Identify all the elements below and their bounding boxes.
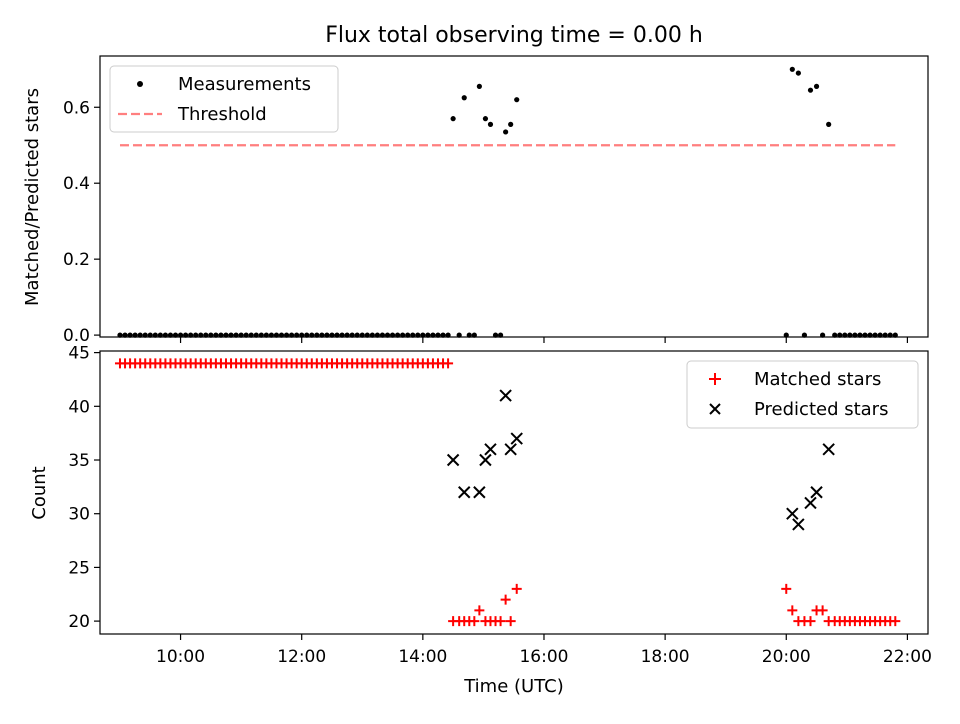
data-point [514, 97, 520, 103]
data-point [450, 116, 456, 122]
data-point [505, 616, 516, 627]
data-point [499, 389, 512, 402]
data-point [474, 605, 485, 616]
measurements-legend-label: Measurements [178, 74, 311, 95]
top-x-ticks [179, 337, 909, 343]
data-point [510, 432, 523, 445]
data-point [461, 95, 467, 101]
series-matched-stars [114, 358, 901, 627]
data-point [479, 453, 492, 467]
data-point [508, 121, 514, 127]
data-point [443, 358, 454, 369]
data-point [511, 583, 522, 594]
y-tick-label: 0.4 [63, 174, 90, 194]
predicted-stars-legend-label: Predicted stars [754, 399, 888, 420]
data-point [487, 121, 494, 127]
data-point [822, 443, 835, 456]
series-predicted-stars [446, 389, 835, 531]
data-point [813, 83, 820, 89]
bottom-axes-frame [99, 350, 929, 635]
data-point [469, 616, 480, 627]
y-tick-label: 40 [68, 397, 90, 417]
bottom-legend-box [686, 360, 919, 429]
data-point [805, 616, 816, 627]
data-point [810, 486, 823, 499]
top-panel: 0.0 0.2 0.4 0.6 Matched/Predicted stars Mea… [22, 55, 929, 346]
y-tick-label: 25 [68, 558, 90, 578]
data-point [781, 583, 792, 594]
bottom-y-axis-label: Count [29, 466, 50, 519]
x-tick-label: 10:00 [156, 647, 205, 667]
x-tick-label: 22:00 [883, 647, 932, 667]
data-point [789, 66, 795, 72]
measurements-legend-marker [137, 81, 143, 87]
data-point [807, 87, 814, 93]
bottom-legend: Matched stars Predicted stars [686, 360, 919, 429]
x-tick-label: 18:00 [641, 647, 690, 667]
y-tick-label: 0.6 [63, 98, 90, 118]
data-point [500, 594, 511, 605]
top-axes-frame [99, 55, 929, 338]
bottom-y-ticks: 20 25 30 35 40 45 [68, 344, 100, 632]
x-axis-label: Time (UTC) [463, 676, 564, 697]
predicted-stars-legend-marker [709, 403, 721, 415]
x-tick-label: 16:00 [519, 647, 568, 667]
bottom-plot-area [114, 358, 901, 627]
bottom-x-ticks: 10:00 12:00 14:00 16:00 18:00 20:00 22:00 [156, 634, 932, 667]
data-point [787, 605, 798, 616]
data-point [792, 518, 805, 531]
x-tick-label: 12:00 [277, 647, 326, 667]
matched-stars-legend-label: Matched stars [754, 369, 881, 390]
top-y-ticks: 0.0 0.2 0.4 0.6 [63, 98, 100, 346]
data-point [476, 83, 482, 89]
data-point [495, 616, 506, 627]
bottom-panel: 20 25 30 35 40 45 10:00 12:00 14:00 16:00 18:00 20… [29, 344, 932, 667]
y-tick-label: 30 [68, 505, 90, 525]
data-point [458, 486, 471, 499]
chart-title: Flux total observing time = 0.00 h [325, 23, 703, 48]
x-tick-label: 20:00 [762, 647, 811, 667]
x-tick-label: 14:00 [398, 647, 447, 667]
top-legend-box [109, 65, 339, 133]
data-point [482, 116, 489, 122]
data-point [826, 121, 832, 127]
data-point [473, 486, 486, 499]
y-tick-label: 45 [68, 344, 90, 364]
top-y-axis-label: Matched/Predicted stars [22, 88, 43, 306]
y-tick-label: 35 [68, 451, 90, 471]
threshold-legend-label: Threshold [177, 104, 267, 125]
data-point [484, 443, 497, 456]
matched-stars-legend-marker [709, 373, 721, 385]
data-point [804, 496, 817, 510]
top-legend: Measurements Threshold [109, 65, 339, 133]
data-point [817, 605, 828, 616]
data-point [890, 616, 901, 627]
y-tick-label: 0.0 [63, 326, 90, 346]
data-point [446, 453, 460, 467]
y-tick-label: 20 [68, 612, 90, 632]
data-point [786, 507, 799, 520]
data-point [504, 443, 517, 456]
data-point [503, 129, 509, 135]
y-tick-label: 0.2 [63, 250, 90, 270]
data-point [795, 70, 801, 76]
